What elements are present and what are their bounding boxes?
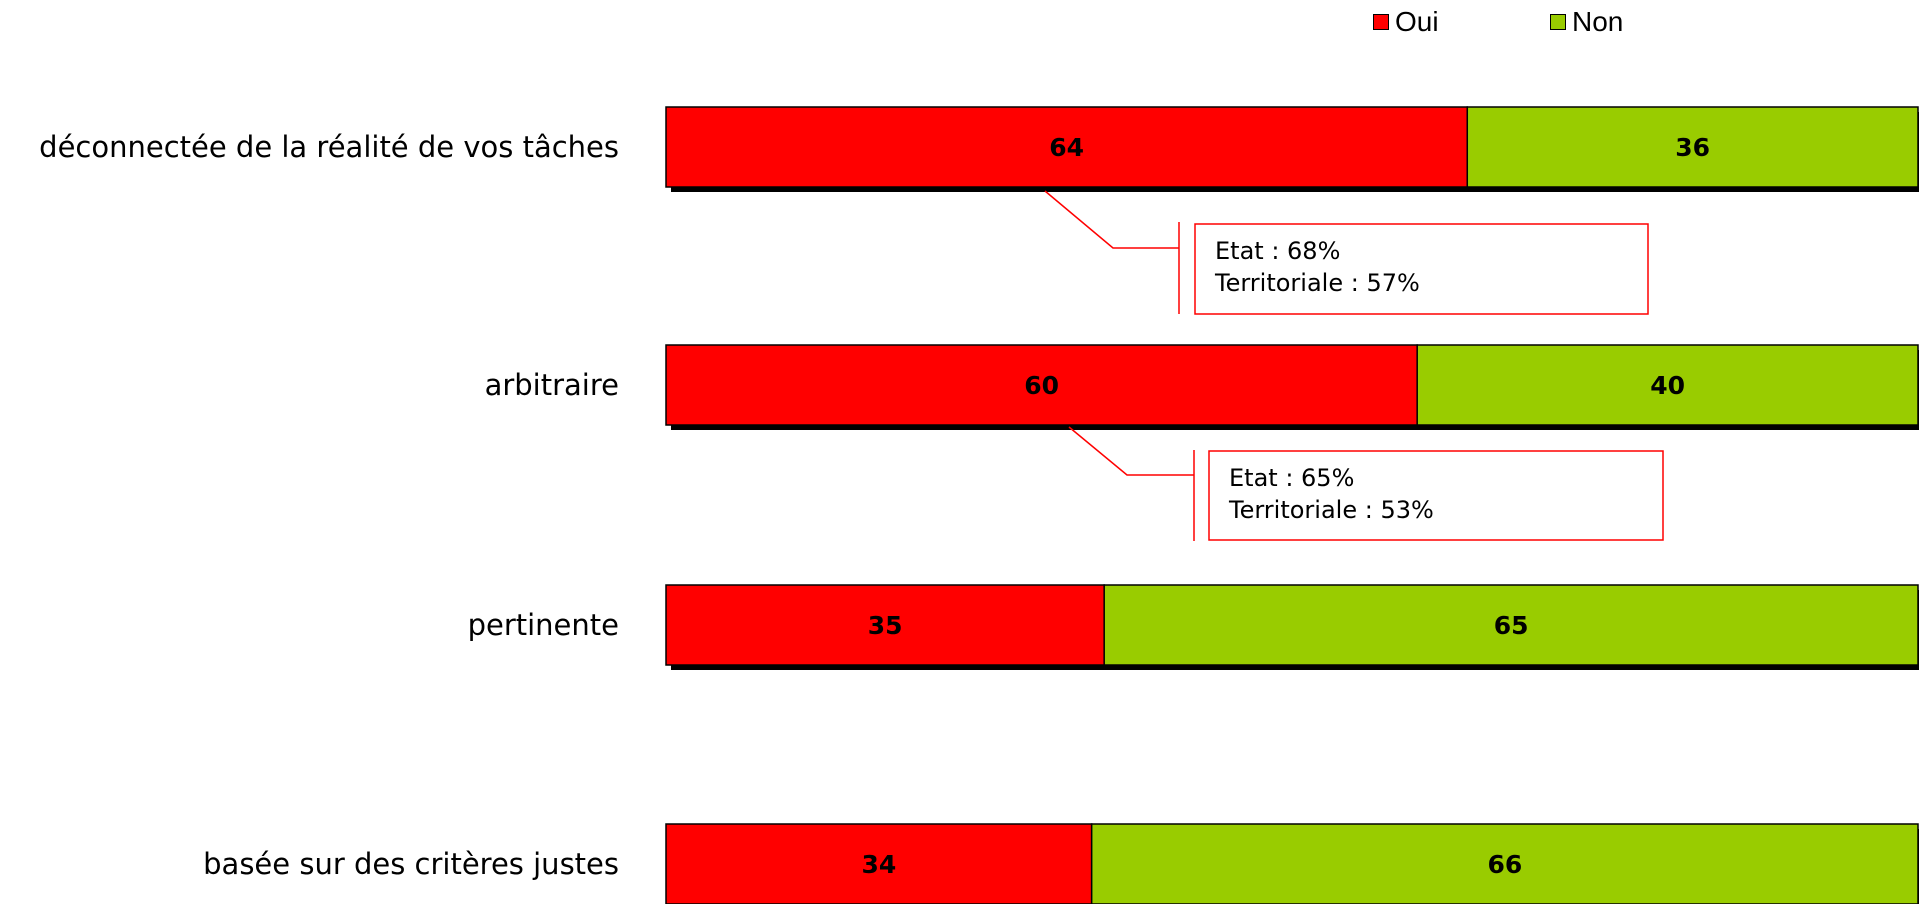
bar-segment-oui [665, 344, 1418, 426]
bar-segment-oui [665, 584, 1105, 666]
legend-swatch-non-icon [1550, 14, 1566, 30]
annotation-leader-line [1044, 190, 1179, 249]
annotation-text: Etat : 65% [1229, 464, 1354, 492]
legend-non: Non [1550, 6, 1623, 38]
legend-label-oui: Oui [1395, 6, 1439, 37]
category-label: basée sur des critères justes [203, 847, 619, 881]
annotation-text: Territoriale : 53% [1228, 496, 1434, 524]
data-label-non: 65 [1494, 611, 1529, 640]
legend-label-non: Non [1572, 6, 1624, 37]
data-label-oui: 64 [1049, 133, 1084, 162]
bar-segment-non [1090, 823, 1919, 904]
legend-oui: Oui [1373, 6, 1439, 38]
data-label-oui: 35 [868, 611, 903, 640]
annotation-box [1194, 223, 1649, 315]
data-label-non: 66 [1487, 850, 1522, 879]
category-label: arbitraire [485, 368, 619, 402]
annotation-text: Etat : 68% [1215, 237, 1340, 265]
bar-segment-non [1103, 584, 1919, 666]
legend-swatch-oui-icon [1373, 14, 1389, 30]
annotation-text: Territoriale : 57% [1214, 269, 1420, 297]
bar-segment-non [1466, 106, 1919, 188]
annotation-box [1208, 450, 1664, 541]
category-label: pertinente [468, 608, 619, 642]
bar-segment-non [1416, 344, 1919, 426]
category-label: déconnectée de la réalité de vos tâches [39, 130, 619, 164]
bar-segment-oui [665, 106, 1469, 188]
data-label-oui: 34 [861, 850, 896, 879]
bar-segment-oui [665, 823, 1093, 904]
data-label-non: 36 [1675, 133, 1710, 162]
annotation-leader-line [1068, 426, 1194, 476]
data-label-non: 40 [1650, 371, 1685, 400]
data-label-oui: 60 [1024, 371, 1059, 400]
